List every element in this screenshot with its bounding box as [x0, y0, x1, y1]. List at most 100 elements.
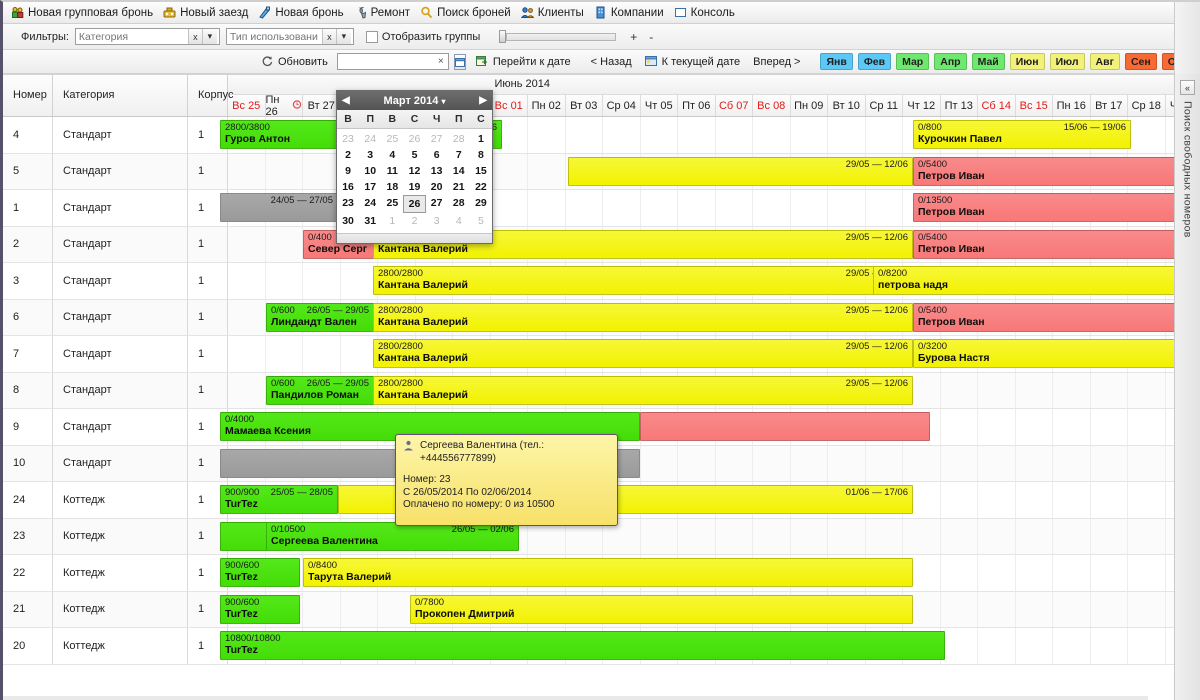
date-clear-icon[interactable]: ×	[437, 56, 444, 67]
refresh-button[interactable]: Обновить	[261, 55, 328, 68]
day-cell-18[interactable]	[903, 445, 941, 481]
day-cell-19[interactable]	[940, 372, 978, 408]
show-groups-checkbox[interactable]: Отобразить группы	[365, 30, 480, 43]
day-cell-0[interactable]	[228, 299, 266, 335]
calendar-day-13[interactable]: 13	[430, 165, 443, 177]
day-cell-15[interactable]	[790, 445, 828, 481]
day-cell-16[interactable]	[828, 190, 866, 226]
day-header-18[interactable]: Чт 12	[903, 95, 941, 116]
booking-bar[interactable]: 10800/10800 TurTez	[220, 631, 945, 660]
day-cell-23[interactable]	[1090, 591, 1128, 627]
free-rooms-panel[interactable]: « Поиск свободных номеров	[1174, 74, 1200, 700]
calendar-day-11[interactable]: 11	[386, 165, 398, 177]
calendar-day-4[interactable]: 4	[389, 149, 396, 161]
menu-item-checkin[interactable]: Новый заезд	[161, 5, 254, 20]
day-cell-20[interactable]	[978, 591, 1016, 627]
calendar-day-4[interactable]: 4	[455, 215, 462, 227]
day-cell-10[interactable]	[603, 190, 641, 226]
day-cell-7[interactable]	[490, 153, 528, 189]
day-header-19[interactable]: Пт 13	[941, 95, 978, 116]
day-cell-17[interactable]	[865, 445, 903, 481]
calendar-day-3[interactable]: 3	[367, 149, 374, 161]
day-cell-12[interactable]	[678, 190, 716, 226]
calendar-day-5[interactable]: 5	[411, 149, 418, 161]
day-cell-1[interactable]	[266, 336, 303, 372]
table-row[interactable]: 22 Коттедж 1 900/600 TurTez 0/8400 Тарута Вале…	[3, 555, 1174, 592]
day-header-9[interactable]: Вт 03	[566, 95, 603, 116]
day-header-16[interactable]: Вт 10	[828, 95, 866, 116]
month-button-фев[interactable]: Фев	[857, 53, 892, 70]
day-cell-25[interactable]	[1165, 518, 1174, 554]
day-cell-23[interactable]	[1091, 555, 1128, 591]
booking-bar[interactable]: 0/10500 26/05 — 02/06 Сергеева Валентина	[266, 521, 519, 551]
day-header-2[interactable]: Вт 27	[303, 95, 341, 116]
calendar-day-27[interactable]: 27	[430, 133, 443, 145]
calendar-day-18[interactable]: 18	[386, 181, 399, 193]
booking-bar[interactable]: 2800/2800 29/05 — 12/06 Кантана Валерий	[373, 302, 913, 332]
date-input[interactable]	[337, 54, 434, 69]
day-cell-25[interactable]	[1165, 445, 1174, 481]
day-cell-8[interactable]	[528, 117, 566, 153]
day-cell-25[interactable]	[1166, 555, 1175, 591]
day-header-13[interactable]: Сб 07	[716, 95, 753, 116]
day-header-23[interactable]: Вт 17	[1091, 95, 1128, 116]
calendar-day-28[interactable]: 28	[452, 133, 465, 145]
table-row[interactable]: 1 Стандарт 1 24/05 — 27/05 0/13500 Петров Ива…	[3, 190, 1174, 227]
day-cell-16[interactable]	[828, 445, 866, 481]
day-cell-4[interactable]	[378, 591, 416, 627]
table-row[interactable]: 21 Коттедж 1 900/600 TurTez 0/7800 Прокопен Дм…	[3, 591, 1174, 628]
table-row[interactable]: 8 Стандарт 1 0/600 26/05 — 29/05 Пандилов Ром…	[3, 372, 1174, 409]
day-cell-14[interactable]	[753, 117, 791, 153]
today-button[interactable]: К текущей дате	[644, 55, 740, 68]
calendar-day-23[interactable]: 23	[342, 133, 354, 145]
column-header-number[interactable]: Номер	[3, 75, 53, 116]
day-cell-12[interactable]	[678, 445, 716, 481]
category-filter-combo[interactable]: x ▾	[74, 28, 220, 45]
day-header-17[interactable]: Ср 11	[866, 95, 903, 116]
day-cell-22[interactable]	[1053, 482, 1091, 518]
day-cell-24[interactable]	[1128, 518, 1166, 554]
day-cell-25[interactable]	[1166, 482, 1175, 518]
calendar-day-1[interactable]: 1	[477, 133, 484, 145]
day-header-25[interactable]: Чт 19	[1166, 95, 1174, 116]
month-button-июл[interactable]: Июл	[1049, 53, 1085, 70]
booking-bar[interactable]: 0/3200 Бурова Настя	[913, 339, 1174, 368]
calendar-day-28[interactable]: 28	[452, 197, 465, 209]
day-cell-16[interactable]	[828, 518, 866, 554]
booking-bar[interactable]: 0/5400 Петров Иван	[913, 156, 1174, 186]
day-cell-22[interactable]	[1053, 445, 1091, 481]
calendar-day-27[interactable]: 27	[430, 197, 443, 209]
booking-bar[interactable]: 900/600 TurTez	[220, 594, 300, 624]
day-cell-19[interactable]	[940, 445, 978, 481]
column-header-building[interactable]: Корпус	[188, 75, 233, 116]
day-cell-19[interactable]	[941, 482, 978, 518]
day-cell-14[interactable]	[753, 445, 791, 481]
day-cell-19[interactable]	[940, 591, 978, 627]
day-cell-23[interactable]	[1090, 372, 1128, 408]
calendar-day-25[interactable]: 25	[386, 133, 399, 145]
month-button-сен[interactable]: Сен	[1124, 53, 1157, 70]
day-cell-1[interactable]	[266, 263, 303, 299]
day-cell-0[interactable]	[228, 263, 266, 299]
day-cell-10[interactable]	[603, 117, 641, 153]
goto-date-button[interactable]: Перейти к дате	[475, 55, 571, 68]
booking-bar[interactable]: 0/8200 петрова надя	[873, 266, 1174, 295]
horizontal-scrollbar[interactable]	[3, 696, 1148, 700]
month-button-май[interactable]: Май	[971, 53, 1005, 70]
day-cell-24[interactable]	[1128, 372, 1166, 408]
day-cell-13[interactable]	[715, 445, 753, 481]
menu-item-companies[interactable]: Компании	[592, 5, 670, 20]
usage-type-filter-input[interactable]	[226, 29, 322, 44]
day-cell-21[interactable]	[1015, 518, 1053, 554]
day-cell-17[interactable]	[866, 117, 903, 153]
day-cell-13[interactable]	[715, 518, 753, 554]
booking-bar[interactable]: 900/600 TurTez	[220, 558, 300, 587]
calendar-day-5[interactable]: 5	[477, 215, 484, 227]
table-row[interactable]: 6 Стандарт 1 0/600 26/05 — 29/05 Линдандт Вал…	[3, 299, 1174, 336]
calendar-day-1[interactable]: 1	[389, 215, 396, 227]
day-cell-14[interactable]	[753, 518, 791, 554]
day-cell-14[interactable]	[753, 190, 791, 226]
chevron-right-icon[interactable]: ▶	[479, 95, 487, 106]
day-cell-25[interactable]	[1166, 628, 1175, 664]
